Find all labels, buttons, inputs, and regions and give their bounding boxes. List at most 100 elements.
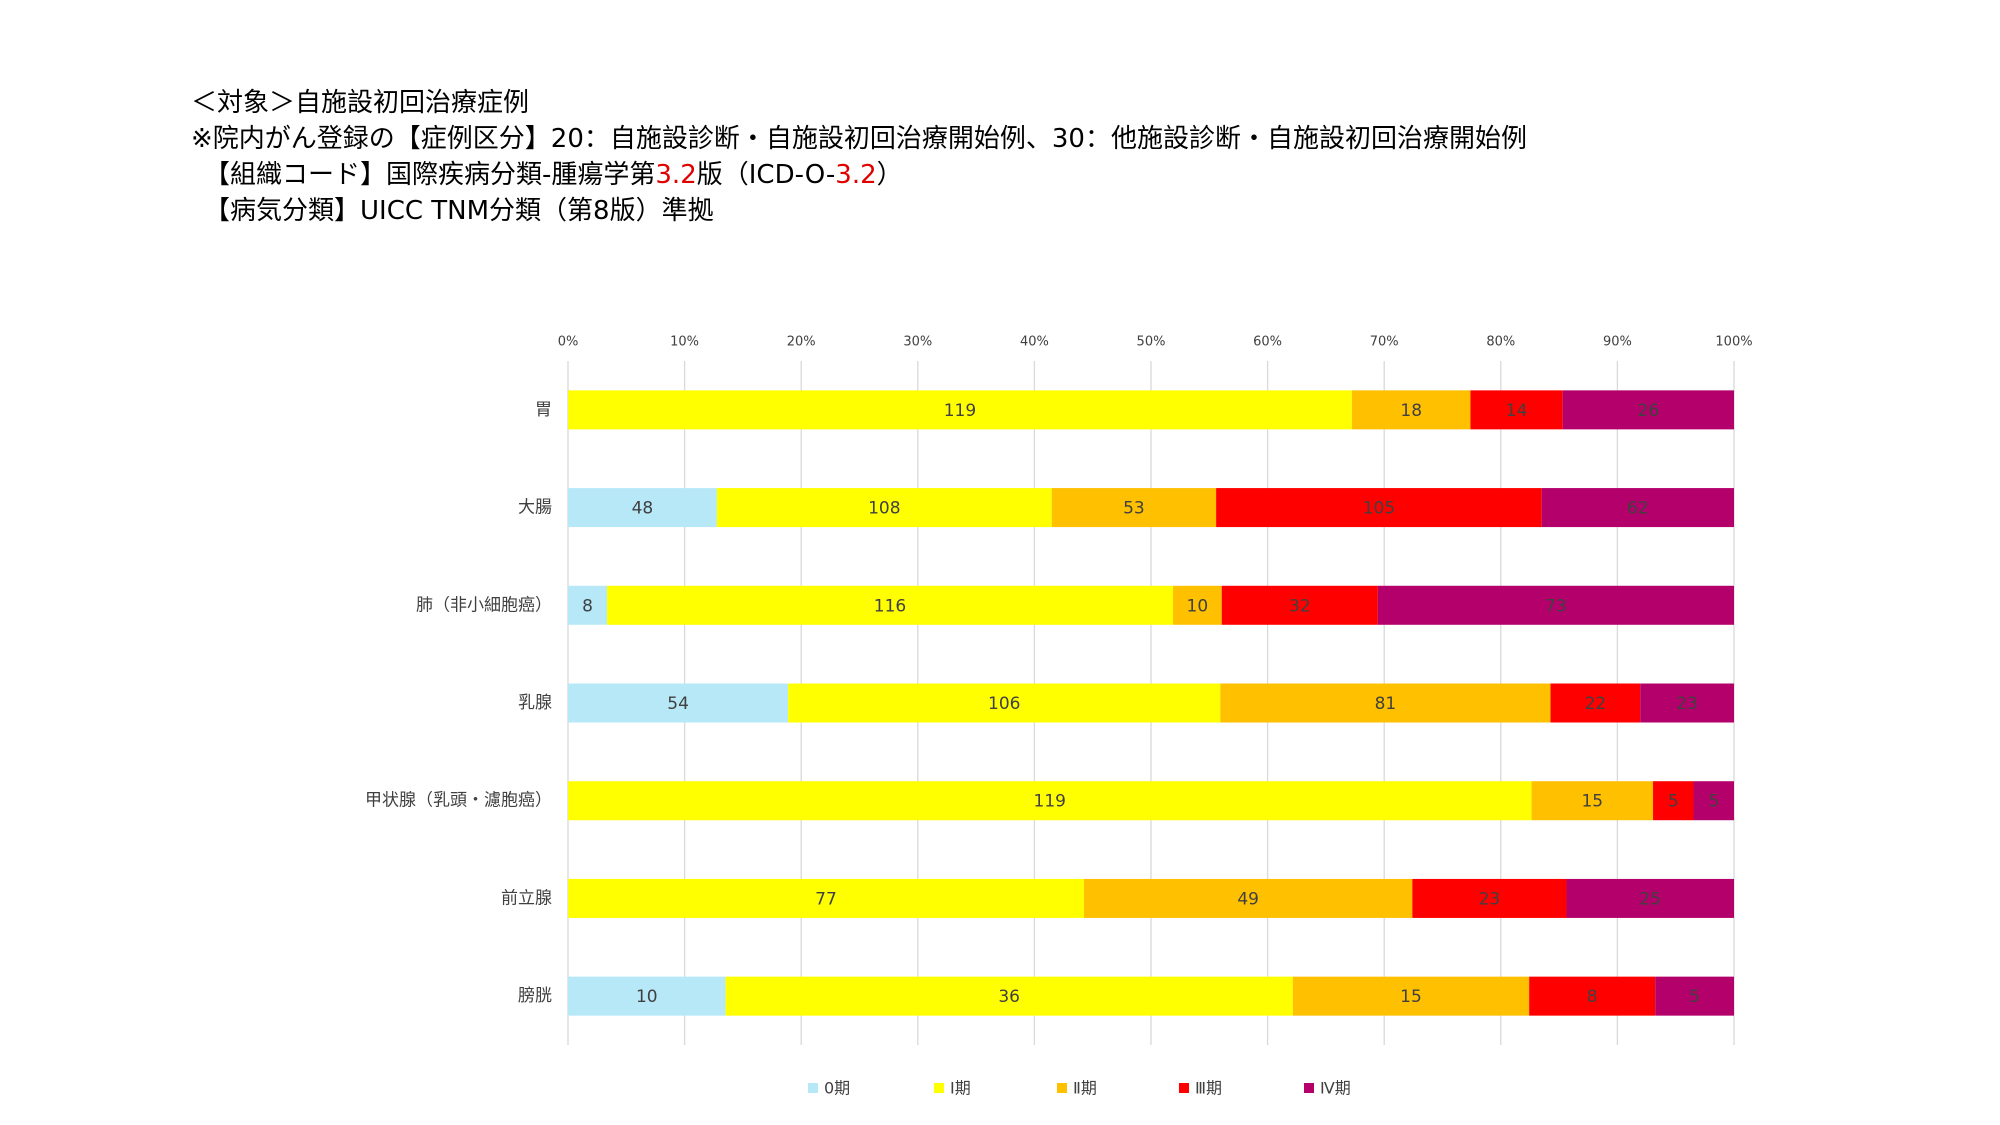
data-label: 119 — [944, 401, 976, 421]
data-label: 53 — [1123, 499, 1145, 519]
data-label: 15 — [1400, 987, 1422, 1007]
data-label: 62 — [1627, 499, 1649, 519]
data-label: 73 — [1545, 596, 1567, 616]
x-tick-label: 40% — [1020, 335, 1049, 350]
data-label: 77 — [815, 889, 837, 909]
bar-segment — [1550, 683, 1641, 723]
legend-swatch — [1057, 1083, 1067, 1093]
data-label: 106 — [988, 694, 1020, 714]
y-tick-label: 膀胱 — [518, 986, 552, 1006]
bar-segment — [1216, 488, 1542, 528]
data-label: 23 — [1479, 889, 1501, 909]
bar-segment — [1653, 781, 1694, 821]
x-tick-label: 100% — [1715, 335, 1752, 350]
header-text: 版（ICD-O- — [697, 160, 836, 190]
legend-label: Ⅰ期 — [950, 1079, 971, 1098]
data-label: 32 — [1289, 596, 1311, 616]
x-tick-label: 70% — [1370, 335, 1399, 350]
data-label: 8 — [1587, 987, 1598, 1007]
legend-label: Ⅱ期 — [1073, 1079, 1097, 1098]
data-label: 8 — [582, 596, 593, 616]
bar-segment — [725, 976, 1293, 1016]
data-label: 48 — [632, 499, 654, 519]
data-label: 5 — [1689, 987, 1700, 1007]
header-text: 3.2 — [835, 160, 876, 190]
bar-segment — [1693, 781, 1734, 821]
y-tick-label: 大腸 — [518, 498, 552, 518]
bar-segment — [1351, 390, 1471, 430]
header-line: ※院内がん登録の【症例区分】20：自施設診断・自施設初回治療開始例、30：他施設… — [191, 124, 1527, 154]
data-label: 81 — [1375, 694, 1397, 714]
legend-swatch — [808, 1083, 818, 1093]
data-label: 23 — [1676, 694, 1698, 714]
data-label: 10 — [1187, 596, 1209, 616]
x-tick-label: 80% — [1486, 335, 1515, 350]
bar-segment — [1220, 683, 1551, 723]
x-tick-label: 30% — [903, 335, 932, 350]
bar-segment — [1221, 585, 1378, 625]
bar-segment — [568, 585, 608, 625]
bar-segment — [1529, 976, 1656, 1016]
header-line: 【組織コード】国際疾病分類-腫瘍学第3.2版（ICD-O-3.2） — [191, 160, 903, 190]
legend-swatch — [934, 1083, 944, 1093]
data-label: 25 — [1639, 889, 1661, 909]
y-tick-label: 甲状腺（乳頭・濾胞癌） — [365, 791, 552, 811]
x-tick-label: 0% — [558, 335, 579, 350]
header-line: 【病気分類】UICC TNM分類（第8版）準拠 — [191, 196, 714, 226]
data-label: 5 — [1668, 792, 1679, 812]
bar-segment — [1566, 878, 1734, 918]
header-text: ※院内がん登録の【症例区分】20：自施設診断・自施設初回治療開始例、30：他施設… — [191, 124, 1527, 154]
data-label: 54 — [667, 694, 689, 714]
data-label: 116 — [874, 596, 906, 616]
header-text: 3.2 — [655, 160, 696, 190]
bar-segment — [716, 488, 1052, 528]
bar-segment — [1470, 390, 1563, 430]
x-tick-label: 10% — [670, 335, 699, 350]
y-tick-label: 胃 — [535, 400, 552, 420]
header-line: ＜対象＞自施設初回治療症例 — [191, 88, 529, 118]
legend-label: Ⅳ期 — [1320, 1079, 1351, 1098]
x-tick-label: 50% — [1137, 335, 1166, 350]
bar-segment — [1377, 585, 1734, 625]
data-label: 36 — [998, 987, 1020, 1007]
data-label: 18 — [1400, 401, 1422, 421]
legend-swatch — [1304, 1083, 1314, 1093]
bar-segment — [568, 781, 1532, 821]
bar-segment — [1172, 585, 1222, 625]
data-label: 10 — [636, 987, 658, 1007]
header-text: 【組織コード】国際疾病分類-腫瘍学第 — [191, 160, 655, 190]
data-label: 105 — [1363, 499, 1395, 519]
data-label: 26 — [1638, 401, 1660, 421]
data-label: 49 — [1237, 889, 1259, 909]
legend-swatch — [1179, 1083, 1189, 1093]
data-label: 108 — [868, 499, 900, 519]
bar-segment — [1655, 976, 1734, 1016]
y-tick-label: 肺（非小細胞癌） — [416, 595, 552, 615]
bar-segment — [568, 390, 1352, 430]
bar-segment — [1083, 878, 1413, 918]
bar-segment — [1531, 781, 1654, 821]
legend-label: Ⅲ期 — [1195, 1079, 1222, 1098]
data-label: 15 — [1581, 792, 1603, 812]
y-tick-label: 前立腺 — [501, 888, 552, 908]
bar-segment — [1640, 683, 1734, 723]
bar-segment — [568, 976, 726, 1016]
bar-segment — [1562, 390, 1734, 430]
x-tick-label: 90% — [1603, 335, 1632, 350]
y-tick-label: 乳腺 — [518, 693, 552, 713]
x-tick-label: 20% — [787, 335, 816, 350]
bar-segment — [1541, 488, 1734, 528]
x-tick-label: 60% — [1253, 335, 1282, 350]
data-label: 119 — [1034, 792, 1066, 812]
bar-segment — [1412, 878, 1567, 918]
bar-segment — [607, 585, 1173, 625]
header-text: ＜対象＞自施設初回治療症例 — [191, 88, 529, 118]
bar-segment — [1292, 976, 1530, 1016]
header-text: 【病気分類】UICC TNM分類（第8版）準拠 — [191, 196, 714, 226]
bar-segment — [568, 683, 789, 723]
data-label: 5 — [1708, 792, 1719, 812]
bar-segment — [568, 878, 1084, 918]
bar-segment — [788, 683, 1221, 723]
data-label: 22 — [1585, 694, 1607, 714]
